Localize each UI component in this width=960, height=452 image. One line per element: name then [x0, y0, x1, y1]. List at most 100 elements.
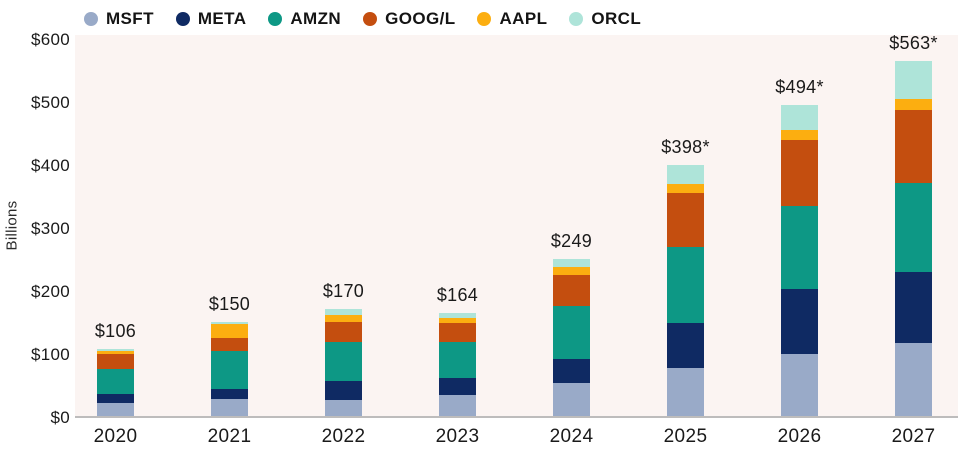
bar-segment-meta — [667, 323, 704, 368]
bar-2025 — [667, 165, 704, 416]
bar-segment-msft — [211, 399, 248, 416]
legend-swatch-icon — [363, 12, 378, 26]
bar-segment-googl — [553, 274, 590, 306]
bar-total-label: $164 — [436, 284, 479, 305]
bar-segment-meta — [325, 381, 362, 400]
x-tick-label: 2023 — [435, 426, 480, 447]
bar-segment-googl — [667, 193, 704, 248]
bar-segment-aapl — [895, 99, 932, 111]
bar-segment-meta — [439, 377, 476, 396]
x-tick-label: 2022 — [321, 426, 366, 447]
bar-segment-meta — [211, 388, 248, 399]
bar-segment-googl — [781, 140, 818, 207]
bar-segment-amzn — [553, 305, 590, 359]
bar-segment-googl — [325, 322, 362, 343]
bar-segment-orcl — [325, 308, 362, 316]
bar-2023 — [439, 312, 476, 416]
bar-segment-msft — [553, 382, 590, 416]
bar-total-label: $494* — [775, 76, 824, 97]
bar-segment-googl — [97, 353, 134, 369]
x-tick-label: 2026 — [777, 426, 822, 447]
chart-legend: MSFT META AMZN GOOG/L AAPL ORCL — [84, 9, 641, 29]
legend-item: MSFT — [84, 9, 154, 29]
bar-segment-aapl — [553, 267, 590, 275]
y-tick-label: $100 — [30, 345, 70, 364]
legend-swatch-icon — [84, 12, 98, 26]
x-tick-label: 2025 — [663, 426, 708, 447]
y-tick-label: $600 — [30, 30, 70, 49]
legend-item: AAPL — [477, 9, 547, 29]
bar-segment-msft — [325, 399, 362, 416]
bar-2022 — [325, 308, 362, 416]
bar-segment-aapl — [211, 324, 248, 338]
bar-total-label: $249 — [550, 231, 593, 252]
legend-item: ORCL — [569, 9, 641, 29]
bar-segment-orcl — [211, 321, 248, 325]
bar-segment-aapl — [667, 183, 704, 194]
bar-segment-googl — [211, 337, 248, 352]
legend-label: META — [197, 9, 247, 28]
bar-segment-msft — [439, 395, 476, 416]
y-tick-label: $300 — [30, 219, 70, 238]
bar-segment-googl — [439, 322, 476, 343]
bar-segment-meta — [781, 289, 818, 355]
legend-swatch-icon — [268, 12, 283, 26]
legend-label: AMZN — [290, 9, 342, 28]
bar-segment-msft — [97, 403, 134, 416]
bar-segment-amzn — [895, 182, 932, 273]
bar-segment-aapl — [325, 315, 362, 323]
bar-segment-amzn — [781, 206, 818, 290]
bar-segment-meta — [895, 272, 932, 343]
bar-segment-orcl — [97, 349, 134, 351]
legend-item: GOOG/L — [363, 9, 455, 29]
legend-item: META — [175, 9, 247, 29]
bar-2026 — [781, 104, 818, 416]
y-tick-label: $0 — [50, 408, 70, 427]
bar-segment-meta — [553, 358, 590, 383]
bar-2020 — [97, 349, 134, 416]
y-tick-label: $500 — [30, 93, 70, 112]
bar-segment-amzn — [97, 368, 134, 394]
bar-total-label: $398* — [661, 137, 710, 158]
bar-segment-orcl — [781, 104, 818, 131]
bar-segment-orcl — [895, 61, 932, 100]
bar-2021 — [211, 321, 248, 416]
bar-total-label: $563* — [889, 33, 938, 54]
bar-segment-orcl — [553, 259, 590, 268]
bar-segment-aapl — [781, 130, 818, 141]
bar-segment-msft — [895, 342, 932, 416]
bar-segment-orcl — [439, 312, 476, 318]
bar-segment-msft — [781, 354, 818, 416]
bar-segment-googl — [895, 110, 932, 183]
legend-swatch-icon — [569, 12, 584, 26]
bar-2024 — [553, 259, 590, 416]
bar-total-label: $150 — [208, 293, 251, 314]
x-tick-label: 2027 — [891, 426, 936, 447]
bar-total-label: $170 — [322, 280, 365, 301]
x-tick-label: 2024 — [549, 426, 594, 447]
legend-label: MSFT — [106, 9, 154, 28]
x-tick-label: 2021 — [207, 426, 252, 447]
legend-label: AAPL — [499, 9, 548, 28]
legend-item: AMZN — [268, 9, 341, 29]
bar-segment-meta — [97, 393, 134, 404]
x-tick-label: 2020 — [93, 426, 138, 447]
bar-segment-amzn — [439, 342, 476, 378]
legend-label: GOOG/L — [385, 9, 456, 28]
legend-swatch-icon — [175, 12, 190, 26]
bar-segment-msft — [667, 367, 704, 416]
bar-2027 — [895, 61, 932, 416]
bar-segment-amzn — [211, 351, 248, 389]
legend-label: ORCL — [591, 9, 642, 28]
y-tick-label: $200 — [30, 282, 70, 301]
legend-swatch-icon — [477, 12, 492, 26]
bar-total-label: $106 — [94, 321, 137, 342]
bar-segment-aapl — [97, 350, 134, 354]
bar-segment-amzn — [325, 342, 362, 382]
bar-segment-orcl — [667, 165, 704, 184]
y-tick-label: $400 — [30, 156, 70, 175]
plot-area: $106 $150 $170 $164 $249 $398* $494* $563* — [75, 33, 958, 418]
bar-segment-aapl — [439, 317, 476, 323]
bar-segment-amzn — [667, 247, 704, 324]
